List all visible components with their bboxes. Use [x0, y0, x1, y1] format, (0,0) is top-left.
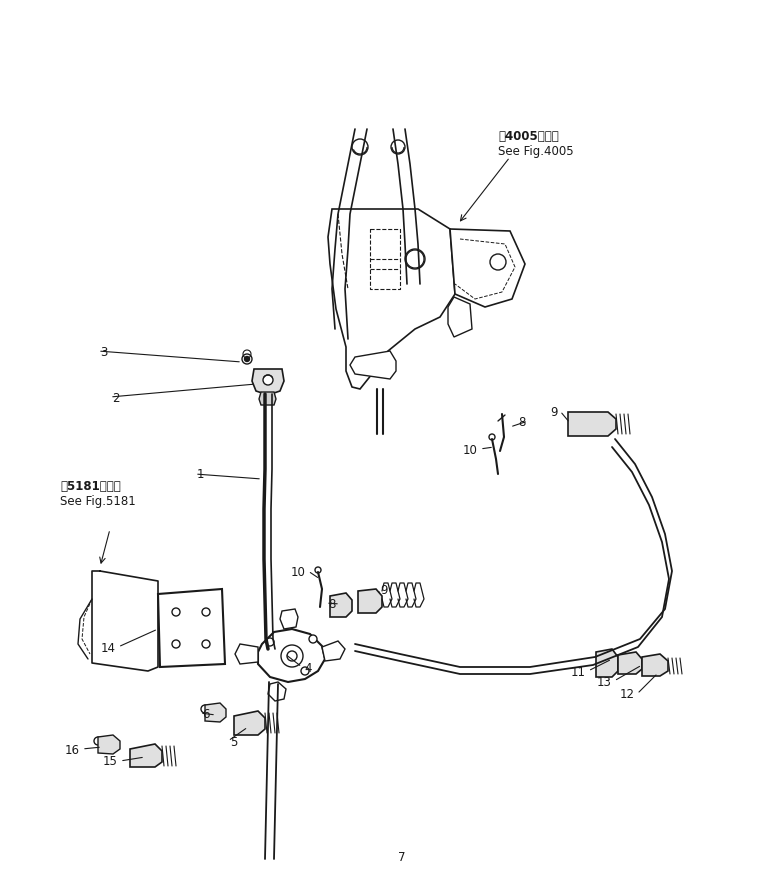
Polygon shape	[568, 413, 616, 437]
Text: 15: 15	[103, 755, 118, 767]
Polygon shape	[280, 610, 298, 629]
Text: See Fig.4005: See Fig.4005	[498, 144, 574, 158]
Polygon shape	[252, 369, 284, 395]
Text: 16: 16	[65, 742, 80, 756]
Circle shape	[315, 567, 321, 573]
Polygon shape	[235, 644, 258, 664]
Polygon shape	[268, 682, 286, 701]
Polygon shape	[322, 641, 345, 661]
Circle shape	[489, 434, 495, 440]
Circle shape	[490, 254, 506, 271]
Polygon shape	[130, 744, 162, 767]
Circle shape	[281, 645, 303, 667]
Polygon shape	[328, 210, 455, 390]
Circle shape	[309, 635, 317, 643]
Polygon shape	[234, 711, 265, 735]
Circle shape	[263, 376, 273, 385]
Circle shape	[202, 609, 210, 617]
Polygon shape	[259, 392, 276, 406]
Polygon shape	[330, 594, 352, 618]
Circle shape	[245, 357, 249, 362]
Text: 12: 12	[620, 688, 635, 701]
Circle shape	[172, 641, 180, 649]
Circle shape	[301, 667, 309, 675]
Text: 10: 10	[463, 443, 478, 456]
Text: 8: 8	[328, 597, 335, 610]
Text: 2: 2	[112, 391, 120, 404]
Circle shape	[405, 250, 425, 269]
Circle shape	[287, 651, 297, 661]
Polygon shape	[618, 652, 642, 674]
Text: 5: 5	[230, 734, 238, 748]
Circle shape	[201, 705, 209, 713]
Text: 11: 11	[571, 664, 586, 678]
Text: 14: 14	[101, 641, 116, 654]
Polygon shape	[258, 629, 325, 682]
Polygon shape	[98, 735, 120, 754]
Text: 4: 4	[304, 661, 312, 673]
Circle shape	[94, 737, 102, 745]
Text: 13: 13	[597, 675, 612, 688]
Text: 3: 3	[100, 346, 107, 358]
Polygon shape	[350, 352, 396, 379]
Text: 笥4005図参照: 笥4005図参照	[498, 130, 559, 143]
Circle shape	[266, 638, 274, 646]
Polygon shape	[158, 589, 225, 667]
Text: 9: 9	[550, 405, 558, 418]
Circle shape	[172, 609, 180, 617]
Text: 7: 7	[398, 851, 405, 864]
Text: 笥5181図参照: 笥5181図参照	[60, 479, 120, 493]
Circle shape	[391, 141, 405, 155]
Polygon shape	[358, 589, 382, 613]
Polygon shape	[596, 649, 618, 677]
Text: 1: 1	[197, 468, 204, 481]
Text: See Fig.5181: See Fig.5181	[60, 494, 136, 508]
Text: 10: 10	[291, 565, 306, 578]
Text: 6: 6	[202, 707, 210, 719]
Polygon shape	[450, 229, 525, 307]
Polygon shape	[205, 703, 226, 722]
Circle shape	[242, 354, 252, 364]
Polygon shape	[642, 654, 668, 676]
Circle shape	[352, 140, 368, 156]
Text: 9: 9	[380, 583, 388, 595]
Circle shape	[202, 641, 210, 649]
Polygon shape	[448, 298, 472, 338]
Text: 8: 8	[519, 415, 526, 428]
